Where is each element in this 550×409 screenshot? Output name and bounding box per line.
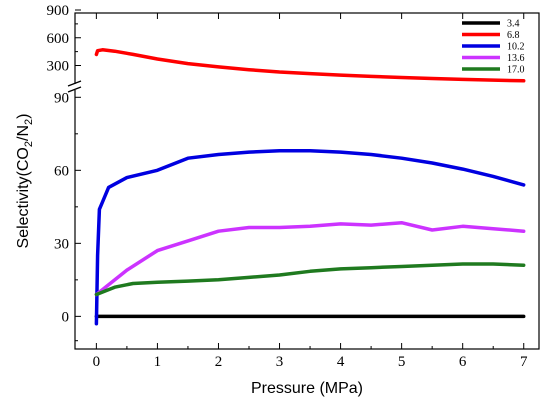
axis-ticks xyxy=(75,9,525,349)
series-layer xyxy=(94,48,526,326)
x-tick-label: 5 xyxy=(398,354,406,370)
axis-break-marks xyxy=(67,80,83,93)
legend: 3.46.810.213.617.0 xyxy=(462,19,525,76)
tick-labels: 0 1 2 3 4 5 6 7 300 600 900 0 30 60 90 xyxy=(47,3,528,370)
y-lower-tick-label: 0 xyxy=(62,309,70,325)
x-axis-label: Pressure (MPa) xyxy=(251,380,363,397)
y-lower-tick-label: 90 xyxy=(54,90,69,106)
y-lower-tick-label: 30 xyxy=(54,236,69,252)
x-tick-label: 0 xyxy=(93,354,101,370)
y-axis-label: Selectivity(CO2/N2) xyxy=(15,114,35,249)
legend-label: 10.2 xyxy=(507,42,525,53)
plot-frame xyxy=(74,12,540,350)
x-tick-label: 7 xyxy=(520,354,528,370)
series-line-6.8 xyxy=(94,48,526,83)
x-tick-label: 6 xyxy=(459,354,467,370)
axis-break-gap xyxy=(67,84,83,90)
axis-break-slash xyxy=(67,80,82,87)
x-tick-label: 4 xyxy=(337,354,345,370)
x-tick-label: 2 xyxy=(215,354,223,370)
legend-label: 3.4 xyxy=(507,19,520,30)
y-upper-tick-label: 300 xyxy=(47,59,70,75)
series-line-10.2 xyxy=(94,149,526,326)
axis-break-slash xyxy=(67,86,82,93)
y-upper-tick-label: 600 xyxy=(47,31,70,47)
series-line-13.6 xyxy=(94,220,526,297)
x-tick-label: 1 xyxy=(154,354,162,370)
legend-label: 6.8 xyxy=(507,30,520,41)
legend-label: 13.6 xyxy=(507,53,525,64)
series-line-17.0 xyxy=(94,262,526,297)
x-tick-label: 3 xyxy=(276,354,284,370)
y-upper-tick-label: 900 xyxy=(47,3,70,19)
legend-label: 17.0 xyxy=(507,65,525,76)
y-lower-tick-label: 60 xyxy=(54,163,69,179)
